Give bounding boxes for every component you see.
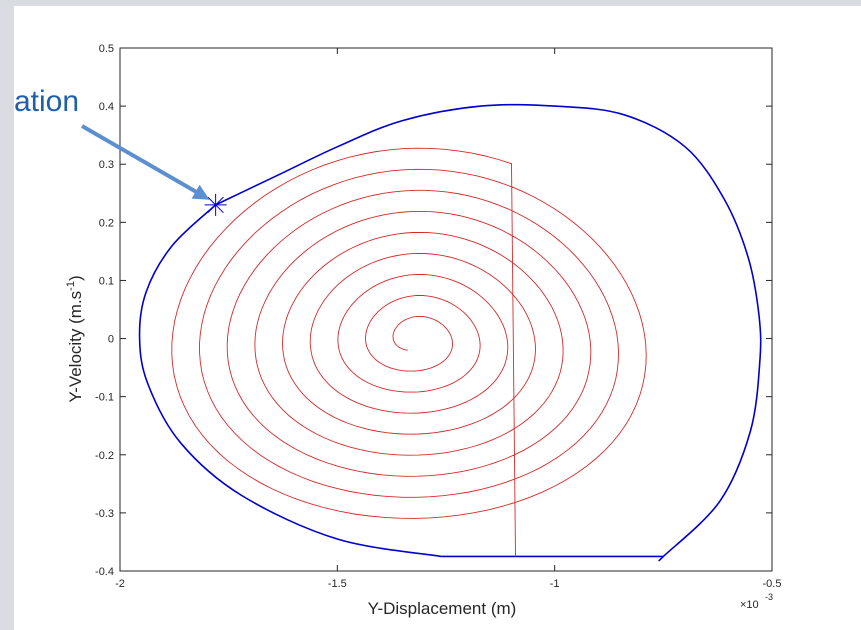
y-tick-label: 0 xyxy=(108,334,114,346)
axes-box xyxy=(119,47,773,572)
y-tick-label: -0.2 xyxy=(95,450,114,462)
y-tick-label: 0.4 xyxy=(99,101,114,113)
y-axis-label-tail: ) xyxy=(66,275,85,281)
x-tick-label: -1 xyxy=(550,578,560,590)
start-marker xyxy=(204,193,227,216)
y-axis-label-group: Y-Velocity (m.s-1) xyxy=(65,275,85,402)
x-tick-label: -2 xyxy=(115,578,125,590)
plot-layer xyxy=(138,103,762,562)
x-multiplier-base: ×10 xyxy=(740,599,759,611)
y-tick-label: 0.2 xyxy=(99,217,114,229)
y-tick-label: -0.1 xyxy=(95,392,114,404)
y-tick-label: 0.5 xyxy=(99,43,114,55)
figure-panel: -2 -1.5 -1 -0.5 -0.4 -0.3 -0.2 -0.1 0 0.1 0.2 0.3 0.… xyxy=(14,6,861,630)
x-axis-label: Y-Displacement (m) xyxy=(368,599,517,618)
y-tick-label: 0.1 xyxy=(99,275,114,287)
x-multiplier-exponent: -3 xyxy=(765,592,773,602)
outer-orbit-right-arc xyxy=(215,103,762,562)
inner-spiral xyxy=(171,147,647,557)
callout-arrow xyxy=(81,124,210,200)
arrow-shaft xyxy=(81,124,201,196)
y-axis-label-sup: -1 xyxy=(65,281,77,291)
phase-portrait-chart: -2 -1.5 -1 -0.5 -0.4 -0.3 -0.2 -0.1 0 0.1 0.2 0.3 0.… xyxy=(14,43,781,618)
y-tick-label: -0.4 xyxy=(95,566,114,578)
y-axis-label: Y-Velocity (m.s-1) xyxy=(65,275,85,402)
x-tick-label: -0.5 xyxy=(763,578,782,590)
x-axis-multiplier: ×10 -3 xyxy=(740,592,773,611)
marker-stroke xyxy=(207,196,224,214)
y-axis-label-main: Y-Velocity (m.s xyxy=(66,291,85,403)
arrow-head xyxy=(191,184,210,200)
x-tick-label: -1.5 xyxy=(328,578,347,590)
y-tick-label: 0.3 xyxy=(99,159,114,171)
callout-text: ation xyxy=(14,85,79,118)
outer-orbit-left-arc xyxy=(138,204,442,558)
axes-layer: -2 -1.5 -1 -0.5 -0.4 -0.3 -0.2 -0.1 0 0.1 0.2 0.3 0.… xyxy=(95,43,781,590)
y-tick-label: -0.3 xyxy=(95,508,114,520)
